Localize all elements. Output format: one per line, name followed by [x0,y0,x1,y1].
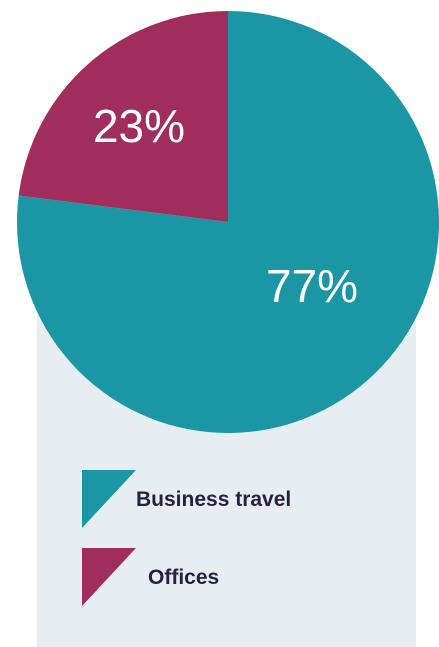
legend-swatch-offices-shape [82,548,136,606]
pie-label-business-travel: 77% [266,260,358,312]
legend-label-offices: Offices [148,566,220,589]
legend-swatch-offices [82,548,136,606]
pie-label-offices: 23% [93,100,185,152]
legend-swatch-business-travel [82,470,136,528]
legend-swatch-business-travel-shape [82,470,136,528]
pie-slice-offices [18,11,228,222]
pie-chart: 77% 23% [17,11,439,433]
pie-slice-business-travel [17,11,439,433]
legend-label-business-travel: Business travel [136,488,292,511]
